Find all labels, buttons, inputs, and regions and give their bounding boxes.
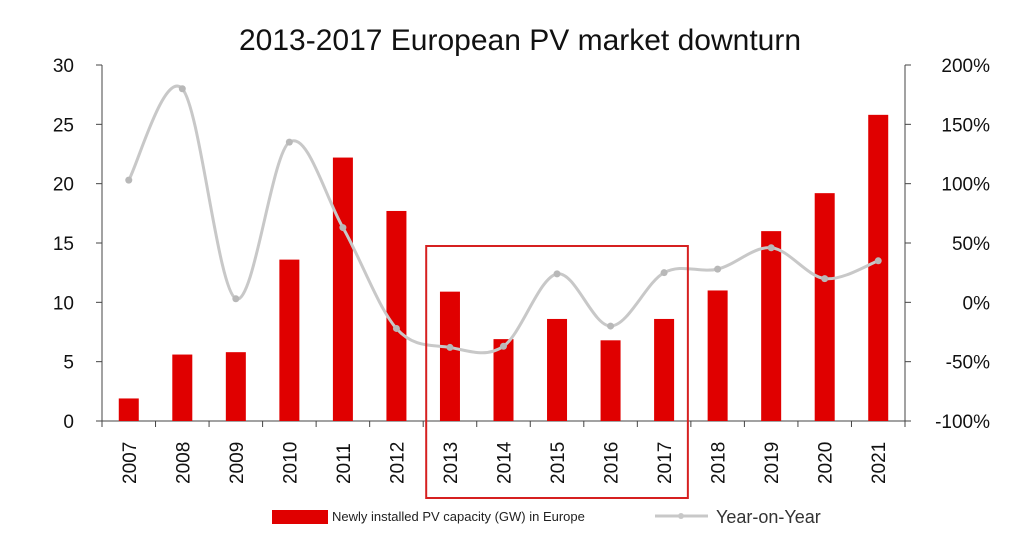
x-tick-label: 2014 <box>495 441 516 484</box>
y-left-tick-label: 30 <box>53 56 74 77</box>
yoy-point <box>232 295 240 303</box>
yoy-point <box>285 138 293 146</box>
bar <box>814 193 835 421</box>
y-right-tick-label: 200% <box>941 56 990 77</box>
legend-swatch-marker <box>678 513 684 519</box>
bar <box>600 340 621 421</box>
axes: 0 5 10 15 20 25 30 -100% -50% 0% 50% 100% 150% 200% <box>53 56 990 433</box>
bar <box>761 231 782 421</box>
legend-label-bars: Newly installed PV capacity (GW) in Euro… <box>332 509 585 524</box>
y-right-tick-label: -50% <box>946 353 990 374</box>
bar <box>439 291 460 421</box>
x-tick-label: 2019 <box>762 442 783 484</box>
x-tick-label: 2017 <box>655 442 676 484</box>
bar <box>332 157 353 421</box>
bar <box>386 210 407 421</box>
yoy-point <box>714 265 722 273</box>
y-left-tick-label: 15 <box>53 234 74 255</box>
legend-label-line: Year-on-Year <box>716 507 821 527</box>
yoy-series <box>125 84 882 355</box>
y-right-tick-label: 150% <box>941 115 990 136</box>
y-left-tick-label: 25 <box>53 115 74 136</box>
x-tick-label: 2012 <box>387 442 408 484</box>
x-tick-label: 2007 <box>120 442 141 484</box>
yoy-point <box>874 257 882 265</box>
bar <box>493 339 514 421</box>
highlight-box <box>425 245 689 499</box>
bar <box>547 318 568 421</box>
highlight-box-group <box>425 245 689 499</box>
y-right-tick-label: -100% <box>935 412 990 433</box>
yoy-point <box>553 270 561 278</box>
x-tick-label: 2009 <box>227 442 248 484</box>
x-tick-label: 2008 <box>173 442 194 484</box>
bar <box>118 398 139 421</box>
bar <box>707 290 728 421</box>
yoy-point <box>500 342 507 350</box>
legend-swatch-bars <box>272 510 328 524</box>
yoy-point <box>125 176 133 184</box>
x-axis-labels: 2007 2008 2009 2010 2011 2012 2013 2014 2015 2016… <box>120 441 890 484</box>
x-tick-label: 2010 <box>280 442 301 484</box>
y-right-tick-label: 50% <box>952 234 990 255</box>
bar <box>279 259 300 421</box>
y-left-tick-label: 10 <box>53 293 74 314</box>
yoy-point <box>178 85 186 93</box>
x-tick-label: 2013 <box>441 442 462 484</box>
y-right-tick-label: 100% <box>941 175 990 196</box>
x-tick-label: 2018 <box>709 442 730 484</box>
bars-series <box>118 114 889 421</box>
x-tick-label: 2021 <box>869 442 890 484</box>
x-tick-label: 2011 <box>334 443 355 484</box>
x-tick-label: 2016 <box>602 442 623 484</box>
y-left-tick-label: 0 <box>63 412 74 433</box>
yoy-point <box>821 275 829 283</box>
x-tick-label: 2015 <box>548 442 569 484</box>
x-tick-label: 2020 <box>816 442 837 484</box>
y-left-tick-label: 5 <box>63 353 74 374</box>
bar <box>225 352 246 421</box>
yoy-point <box>607 322 615 330</box>
y-right-tick-label: 0% <box>963 293 991 314</box>
yoy-point <box>446 343 454 351</box>
yoy-point <box>660 269 668 277</box>
yoy-point <box>339 224 347 232</box>
chart-title: 2013-2017 European PV market downturn <box>239 24 801 57</box>
bar <box>654 318 675 421</box>
legend: Newly installed PV capacity (GW) in Euro… <box>272 507 821 527</box>
yoy-point <box>767 244 775 252</box>
y-left-tick-label: 20 <box>53 175 74 196</box>
bar <box>172 354 193 421</box>
bar <box>868 114 889 421</box>
yoy-point <box>392 324 400 332</box>
